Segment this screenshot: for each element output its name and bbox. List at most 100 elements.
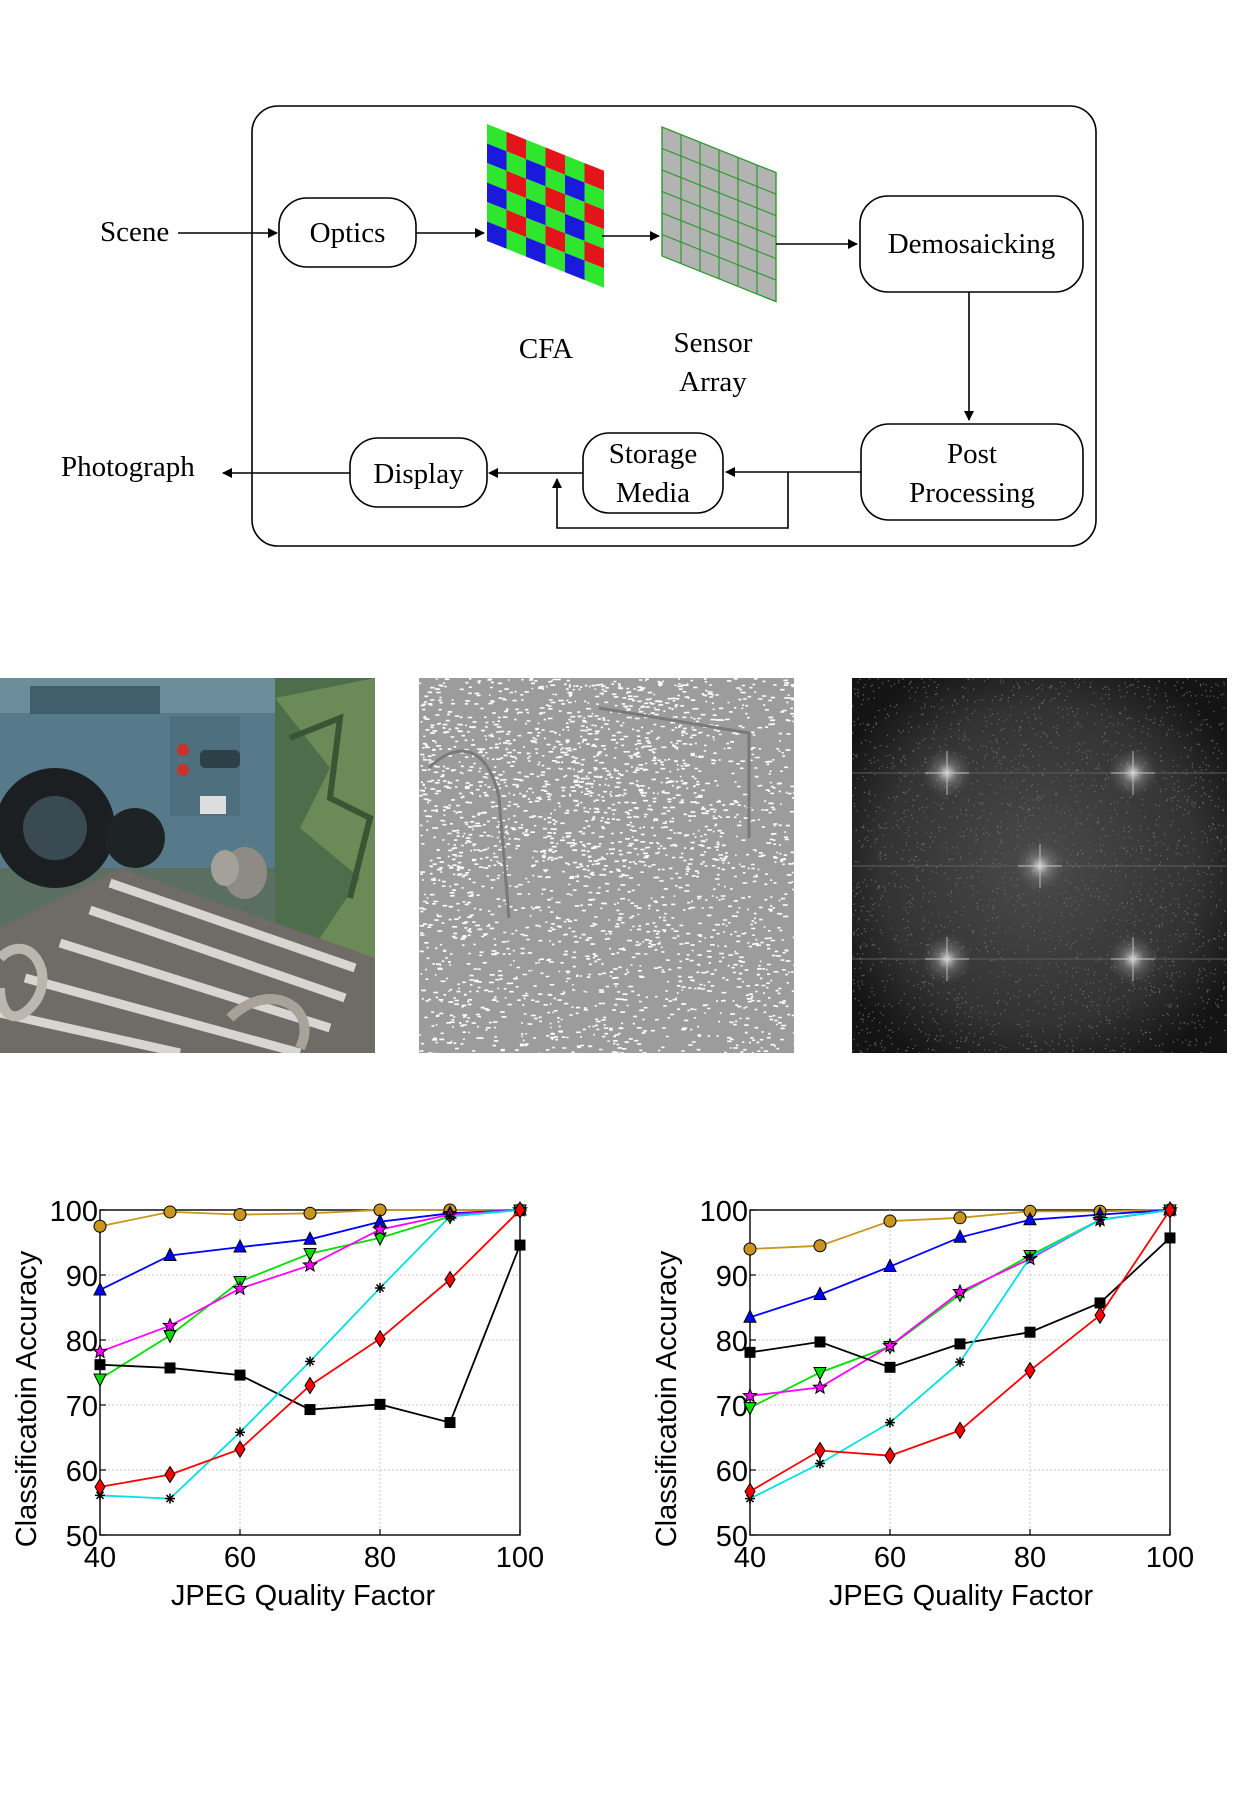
data-point: [743, 1242, 757, 1256]
data-point: [884, 1446, 896, 1465]
cfa-cell: [584, 241, 604, 269]
data-point: [301, 1256, 319, 1272]
data-point: [374, 1329, 386, 1348]
series-square: [744, 1232, 1176, 1373]
data-point: [881, 1337, 899, 1353]
data-point: [165, 1493, 175, 1504]
y-axis-label: Classificatoin Accuracy: [651, 1250, 683, 1547]
post-label-line1: Post: [947, 438, 997, 470]
cfa-cell: [526, 217, 546, 245]
sensor-label-line1: Sensor: [674, 327, 753, 359]
cfa-cell: [506, 151, 526, 179]
data-point: [1025, 1252, 1035, 1263]
data-point: [741, 1387, 759, 1403]
cfa-cell: [565, 213, 585, 242]
trace-map-texture: [419, 678, 794, 1053]
data-point: [954, 1421, 966, 1440]
cfa-cell: [545, 147, 565, 175]
data-point: [444, 1417, 456, 1429]
cfa-label: CFA: [519, 333, 573, 365]
data-point: [1095, 1214, 1105, 1225]
y-tick-label: 100: [700, 1196, 748, 1228]
post-label-line2: Processing: [909, 477, 1035, 509]
y-tick-label: 100: [50, 1196, 98, 1228]
data-point: [743, 1402, 757, 1416]
cfa-cell: [487, 143, 507, 171]
cfa-cell: [487, 221, 507, 249]
data-point: [1024, 1326, 1036, 1338]
cfa-grid: [487, 124, 604, 288]
cfa-cell: [526, 178, 546, 206]
data-point: [94, 1477, 106, 1496]
data-point: [953, 1229, 967, 1243]
cfa-cell: [506, 131, 526, 160]
cfa-cell: [526, 237, 546, 265]
data-point: [304, 1404, 316, 1416]
cfa-cell: [506, 229, 526, 257]
sensor-array-grid: [661, 126, 777, 303]
data-point: [815, 1458, 825, 1469]
cfa-cell: [526, 159, 546, 187]
cfa-cell: [487, 124, 507, 152]
data-point: [303, 1248, 317, 1262]
sensor-grid-line: [662, 233, 776, 281]
x-tick-label: 100: [1146, 1542, 1194, 1574]
data-point: [883, 1214, 897, 1228]
data-point: [164, 1362, 176, 1374]
y-tick-label: 70: [66, 1391, 98, 1423]
cfa-cell: [584, 163, 604, 191]
plot-area: [749, 1209, 1171, 1536]
cfa-cell: [506, 209, 526, 238]
y-tick-label: 90: [66, 1261, 98, 1293]
data-point: [1094, 1306, 1106, 1325]
cfa-cell: [584, 260, 604, 288]
data-point: [744, 1346, 756, 1358]
cfa-cell: [565, 155, 585, 183]
x-tick-label: 100: [496, 1542, 544, 1574]
cfa-cell: [487, 182, 507, 210]
y-axis-label: Classificatoin Accuracy: [11, 1250, 43, 1547]
y-tick-label: 80: [66, 1326, 98, 1358]
post-bypass-to-display-line: [552, 472, 789, 529]
data-point: [93, 1219, 107, 1233]
y-tick-label: 50: [716, 1521, 748, 1553]
sensor-label-line2: Array: [679, 366, 747, 398]
data-point: [813, 1239, 827, 1253]
x-axis-label: JPEG Quality Factor: [829, 1580, 1094, 1612]
data-point: [744, 1482, 756, 1501]
cfa-cell: [545, 186, 565, 214]
data-point: [231, 1280, 249, 1296]
data-point: [163, 1247, 177, 1261]
series-diamond: [94, 1201, 526, 1496]
data-point: [233, 1238, 247, 1253]
data-point: [91, 1343, 109, 1359]
data-point: [93, 1281, 107, 1296]
data-point: [305, 1356, 315, 1367]
x-tick-label: 60: [874, 1542, 906, 1574]
data-point: [161, 1317, 179, 1333]
data-point: [1024, 1361, 1036, 1380]
display-label: Display: [373, 458, 464, 490]
y-tick-label: 50: [66, 1521, 98, 1553]
x-tick-label: 60: [224, 1542, 256, 1574]
cfa-cell: [565, 194, 585, 222]
data-point: [234, 1440, 246, 1459]
demosaicking-box: [859, 195, 1084, 293]
data-point: [514, 1239, 526, 1251]
cfa-cell: [545, 205, 565, 234]
cfa-cell: [487, 202, 507, 230]
data-point: [951, 1283, 969, 1299]
data-point: [444, 1270, 456, 1289]
cfa-trace-map: [419, 678, 794, 1053]
data-point: [814, 1336, 826, 1348]
data-point: [955, 1357, 965, 1368]
series-diamond: [744, 1201, 1176, 1501]
data-point: [94, 1359, 106, 1371]
data-point: [1023, 1211, 1037, 1226]
cfa-cell: [565, 252, 585, 281]
camera-pipeline-diagram: Scene Optics CFA Sensor Array Demosaicki…: [61, 105, 1097, 547]
storage-label-line2: Media: [616, 477, 690, 509]
data-point: [514, 1201, 526, 1219]
data-point: [303, 1206, 317, 1220]
storage-label-line1: Storage: [609, 438, 698, 470]
